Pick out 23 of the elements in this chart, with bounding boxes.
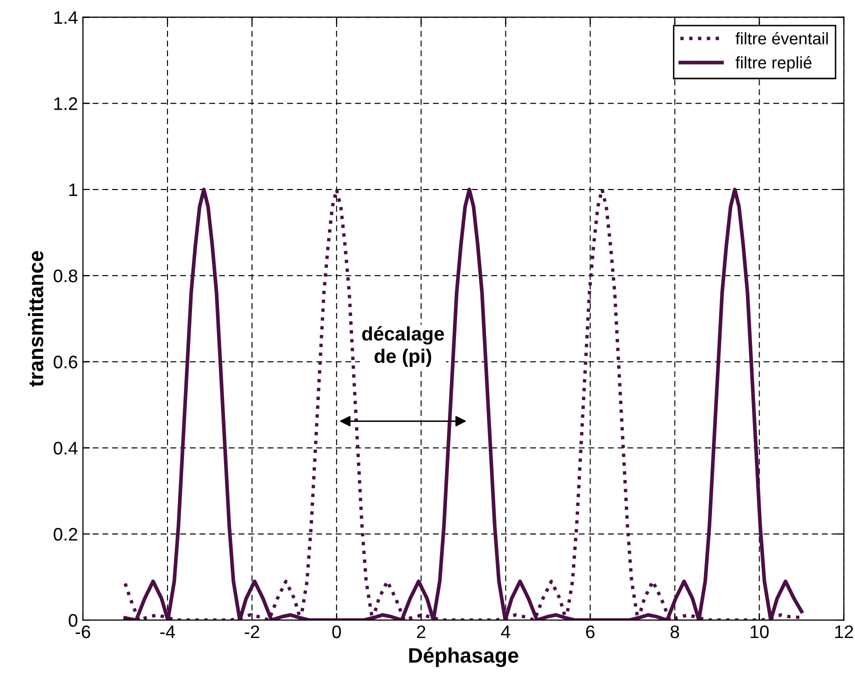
- y-tick-label: 0.6: [54, 356, 78, 368]
- y-tick-label: 0.2: [54, 528, 78, 541]
- y-tick-label: 1.4: [54, 11, 78, 24]
- x-tick-label: -6: [76, 625, 90, 638]
- annotation: décalage de (pi): [362, 326, 444, 367]
- y-tick-label: 1: [69, 184, 78, 196]
- x-tick-label: -4: [160, 626, 175, 638]
- y-tick-label: 1.2: [54, 97, 78, 110]
- x-tick-label: -2: [244, 625, 260, 638]
- x-tick-label: 2: [417, 625, 426, 638]
- y-tick-label: 0.4: [54, 442, 78, 455]
- x-tick-label: 12: [835, 625, 854, 638]
- y-tick-label: 0.8: [54, 270, 78, 282]
- x-tick-label: 0: [332, 625, 341, 638]
- y-tick-label: 0: [68, 614, 78, 627]
- legend-label: filtre replié: [736, 56, 812, 72]
- x-tick-label: 8: [670, 625, 680, 638]
- x-tick-label: 4: [501, 626, 510, 638]
- x-tick-label: 6: [586, 625, 594, 638]
- y-axis-title: transmittance: [28, 251, 44, 387]
- x-tick-label: 10: [750, 625, 769, 638]
- legend-label: filtre éventail: [736, 32, 828, 44]
- x-axis-title: Déphasage: [409, 647, 518, 668]
